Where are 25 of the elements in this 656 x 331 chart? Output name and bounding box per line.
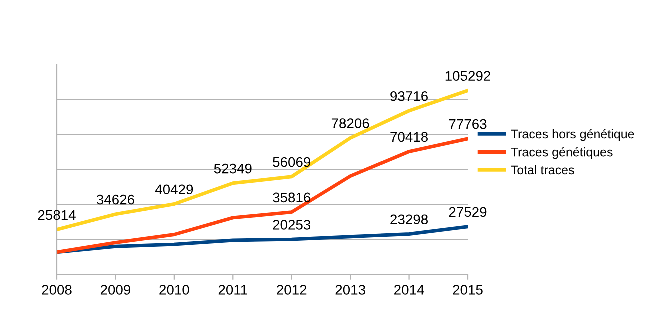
data-label: 70418 [390, 132, 428, 142]
data-label: 35816 [273, 192, 311, 203]
x-tick-label: 2014 [394, 285, 424, 295]
x-tick-label: 2010 [160, 285, 190, 295]
data-label: 78206 [332, 118, 370, 128]
data-label: 77763 [449, 119, 487, 130]
data-label: 34626 [96, 194, 134, 205]
data-label: 40429 [155, 184, 194, 195]
x-tick-label: 2011 [218, 285, 248, 295]
data-label: 93716 [390, 91, 428, 102]
data-label: 52349 [214, 164, 252, 174]
legend-label: Total traces [511, 165, 574, 175]
x-tick-label: 2008 [42, 285, 72, 295]
x-tick-label: 2015 [453, 285, 483, 295]
legend-label: Traces hors génétique [511, 129, 634, 142]
x-tick-label: 2013 [336, 285, 366, 295]
data-label: 20253 [273, 220, 311, 230]
x-tick-label: 2012 [277, 285, 307, 295]
data-label: 56069 [273, 157, 311, 168]
data-label: 25814 [38, 210, 76, 220]
legend-label: Traces génétiques [511, 147, 613, 160]
data-label: 23298 [390, 214, 428, 225]
data-label: 105292 [446, 71, 490, 82]
data-label: 27529 [449, 207, 487, 218]
x-tick-label: 2009 [100, 285, 131, 295]
